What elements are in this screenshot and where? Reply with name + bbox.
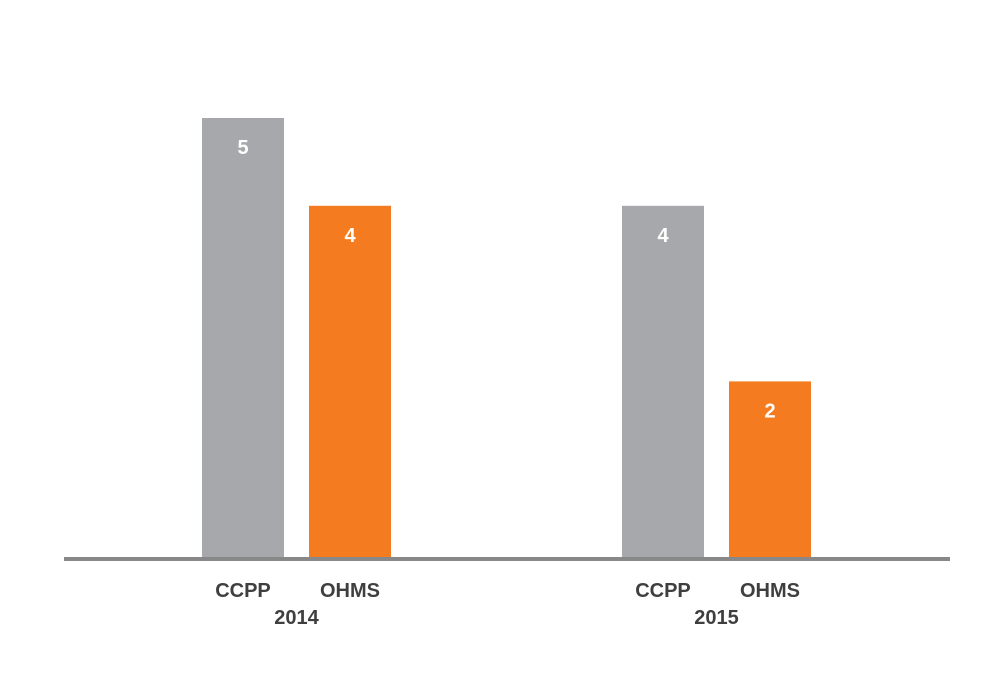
data-label-ohms-2015: 2	[764, 400, 775, 422]
category-tick-ohms-2014: OHMS	[320, 580, 380, 602]
bars-layer	[202, 118, 811, 558]
bar-ohms-2015	[729, 381, 811, 557]
bar-ohms-2014	[309, 205, 391, 558]
data-label-ccpp-2014: 5	[237, 137, 248, 159]
data-label-ccpp-2015: 4	[657, 225, 669, 247]
category-tick-ccpp-2015: CCPP	[635, 580, 691, 602]
category-tick-ccpp-2014: CCPP	[215, 580, 271, 602]
group-label-2015: 2015	[694, 607, 739, 629]
bar-ccpp-2015	[622, 205, 704, 558]
group-label-2014: 2014	[274, 607, 319, 629]
category-tick-ohms-2015: OHMS	[740, 580, 800, 602]
data-label-ohms-2014: 4	[344, 225, 356, 247]
bar-ccpp-2014	[202, 118, 284, 557]
